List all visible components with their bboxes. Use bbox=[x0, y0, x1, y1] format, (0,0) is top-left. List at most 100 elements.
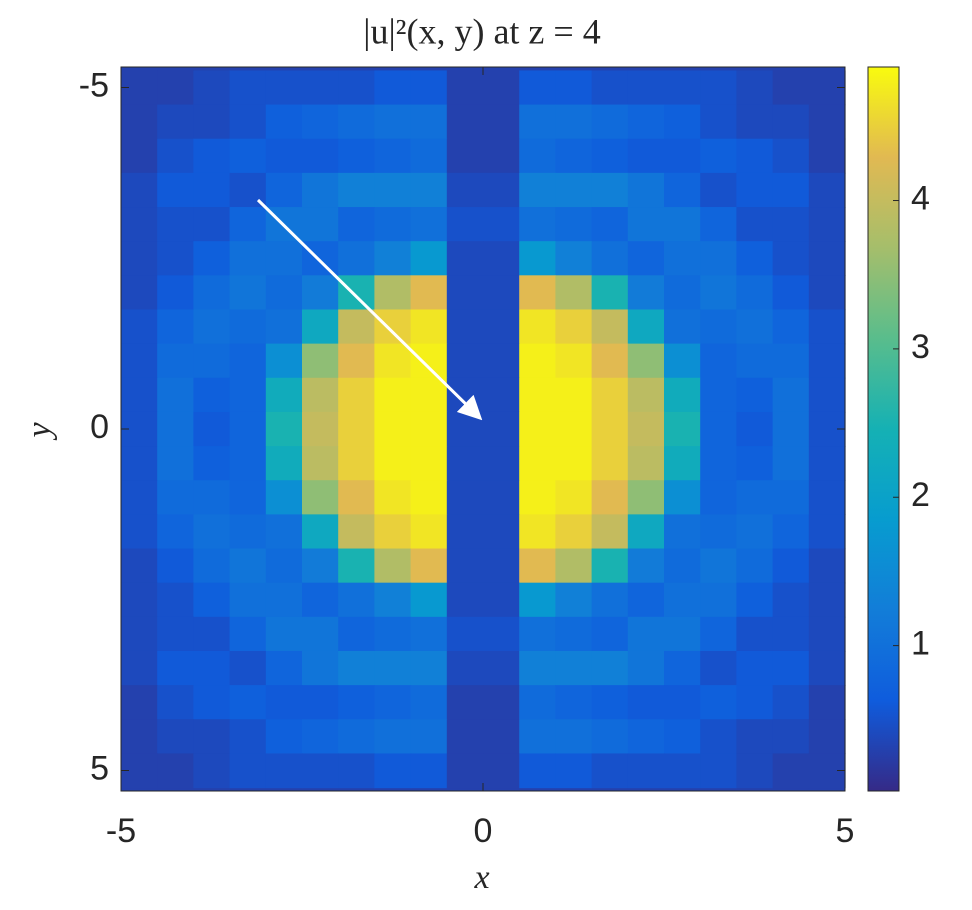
heatmap-cell bbox=[302, 548, 339, 584]
heatmap-cell bbox=[700, 480, 737, 515]
heatmap-cell bbox=[772, 616, 810, 652]
heatmap-cell bbox=[121, 616, 158, 652]
heatmap-cell bbox=[591, 514, 629, 550]
heatmap-cell bbox=[229, 582, 267, 618]
heatmap-cell bbox=[410, 753, 448, 789]
heatmap-cell bbox=[338, 275, 375, 311]
colorbar-tick-label: 4 bbox=[911, 180, 930, 218]
heatmap-cell bbox=[736, 753, 774, 789]
heatmap-cell bbox=[193, 446, 231, 481]
heatmap-cell bbox=[374, 685, 412, 720]
heatmap-cell bbox=[157, 343, 194, 379]
heatmap-cell bbox=[374, 616, 412, 652]
heatmap-cell bbox=[338, 172, 375, 208]
heatmap-cell bbox=[302, 377, 339, 413]
heatmap-cell bbox=[483, 309, 520, 345]
heatmap-cell bbox=[410, 104, 448, 140]
heatmap-cell bbox=[519, 241, 556, 276]
heatmap-cell bbox=[157, 514, 194, 550]
heatmap-cell bbox=[302, 70, 339, 106]
heatmap-cell bbox=[374, 377, 412, 413]
heatmap-cell bbox=[410, 309, 448, 345]
heatmap-cell bbox=[446, 343, 484, 379]
heatmap-cell bbox=[808, 309, 846, 345]
heatmap-cell bbox=[338, 138, 375, 174]
heatmap-cell bbox=[229, 275, 267, 311]
heatmap-cell bbox=[483, 582, 520, 618]
heatmap-cell bbox=[121, 377, 158, 413]
heatmap-cell bbox=[627, 582, 665, 618]
heatmap-cell bbox=[121, 104, 158, 140]
heatmap-cell bbox=[446, 70, 484, 106]
heatmap-cell bbox=[700, 650, 737, 686]
heatmap-cell bbox=[700, 753, 737, 789]
heatmap-cell bbox=[374, 343, 412, 379]
heatmap-cell bbox=[808, 138, 846, 174]
heatmap-cell bbox=[772, 343, 810, 379]
heatmap-cell bbox=[591, 753, 629, 789]
heatmap-cell bbox=[229, 411, 267, 447]
heatmap-cell bbox=[410, 343, 448, 379]
heatmap-cell bbox=[229, 480, 267, 515]
heatmap-cell bbox=[229, 70, 267, 106]
heatmap-cell bbox=[446, 514, 484, 550]
heatmap-cell bbox=[700, 514, 737, 550]
heatmap-cell bbox=[410, 650, 448, 686]
heatmap-cell bbox=[627, 548, 665, 584]
y-tick-label: 0 bbox=[90, 408, 109, 446]
arrow bbox=[256, 198, 483, 421]
heatmap-cell bbox=[627, 70, 665, 106]
heatmap-cell bbox=[736, 685, 774, 720]
heatmap-cell bbox=[302, 411, 339, 447]
heatmap-cell bbox=[483, 548, 520, 584]
heatmap-cell bbox=[664, 207, 701, 242]
heatmap-cell bbox=[519, 138, 556, 174]
heatmap-cell bbox=[229, 377, 267, 413]
heatmap-cell bbox=[519, 172, 556, 208]
heatmap-cell bbox=[555, 685, 593, 720]
heatmap-cell bbox=[555, 446, 593, 481]
heatmap-cell bbox=[519, 377, 556, 413]
heatmap-cell bbox=[410, 377, 448, 413]
heatmap-cell bbox=[591, 719, 629, 755]
heatmap-cell bbox=[808, 514, 846, 550]
heatmap-cell bbox=[483, 753, 520, 789]
heatmap-cell bbox=[483, 207, 520, 242]
heatmap-cell bbox=[157, 480, 194, 515]
heatmap-cell bbox=[193, 70, 231, 106]
heatmap-cell bbox=[772, 309, 810, 345]
heatmap-cell bbox=[700, 138, 737, 174]
heatmap-cell bbox=[483, 616, 520, 652]
heatmap-cell bbox=[736, 650, 774, 686]
heatmap-cell bbox=[483, 343, 520, 379]
heatmap-cell bbox=[446, 548, 484, 584]
heatmap-cell bbox=[736, 719, 774, 755]
heatmap-cell bbox=[627, 309, 665, 345]
heatmap-cell bbox=[627, 685, 665, 720]
heatmap-cell bbox=[229, 309, 267, 345]
heatmap-cell bbox=[736, 104, 774, 140]
heatmap-cell bbox=[664, 753, 701, 789]
heatmap-cell bbox=[808, 241, 846, 276]
heatmap-cell bbox=[700, 172, 737, 208]
heatmap-cell bbox=[229, 241, 267, 276]
heatmap-cell bbox=[193, 685, 231, 720]
heatmap-cell bbox=[808, 650, 846, 686]
heatmap-cell bbox=[483, 104, 520, 140]
heatmap-cell bbox=[591, 446, 629, 481]
heatmap-cell bbox=[700, 685, 737, 720]
heatmap-cell bbox=[410, 480, 448, 515]
heatmap-cell bbox=[121, 446, 158, 481]
heatmap-cell bbox=[664, 309, 701, 345]
heatmap-cell bbox=[410, 685, 448, 720]
heatmap-cell bbox=[483, 719, 520, 755]
heatmap-cell bbox=[157, 241, 194, 276]
heatmap-cell bbox=[627, 411, 665, 447]
heatmap-cell bbox=[193, 377, 231, 413]
heatmap-cell bbox=[772, 104, 810, 140]
heatmap-cell bbox=[446, 685, 484, 720]
heatmap-cell bbox=[808, 172, 846, 208]
heatmap-cell bbox=[157, 377, 194, 413]
heatmap-cell bbox=[555, 207, 593, 242]
heatmap-cell bbox=[591, 241, 629, 276]
